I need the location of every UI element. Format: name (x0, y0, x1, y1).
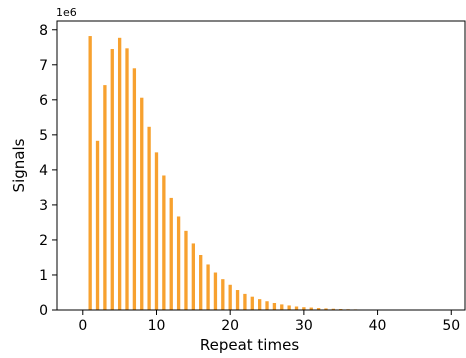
bar (147, 126, 151, 310)
bars-group (88, 36, 453, 311)
bar (302, 307, 306, 310)
bar (169, 197, 173, 310)
bar (103, 85, 107, 310)
bar (243, 293, 247, 310)
x-tick-label: 20 (221, 318, 239, 334)
bar (294, 306, 299, 310)
x-tick-label: 50 (442, 318, 460, 334)
y-tick-label: 3 (39, 198, 48, 214)
plot-frame (56, 20, 466, 311)
bar (280, 304, 284, 310)
y-tick-label: 2 (39, 233, 48, 249)
y-tick-label: 7 (39, 58, 48, 74)
bar (331, 308, 336, 310)
bar (221, 279, 225, 310)
bar (258, 299, 262, 310)
bar (213, 272, 218, 310)
y-tick-label: 6 (39, 93, 48, 109)
bar (309, 307, 313, 310)
bar (184, 230, 188, 310)
y-tick-label: 1 (39, 268, 48, 284)
bar (265, 301, 269, 310)
x-tick-label: 40 (369, 318, 387, 334)
bar (235, 290, 240, 310)
bar (154, 152, 159, 310)
y-ticks-group: 0 1 2 3 4 5 6 7 8 (39, 23, 57, 319)
bar (324, 308, 328, 310)
bar (199, 255, 203, 310)
y-tick-label: 0 (39, 303, 48, 319)
bar (125, 48, 129, 310)
bar (162, 175, 166, 310)
y-axis-label: Signals (10, 138, 28, 192)
x-tick-label: 30 (295, 318, 313, 334)
y-tick-label: 4 (39, 163, 48, 179)
bar (316, 308, 321, 310)
bar (132, 68, 137, 310)
x-tick-label: 10 (148, 318, 166, 334)
bar (228, 284, 232, 310)
bar (176, 216, 181, 310)
x-tick-label: 0 (78, 318, 87, 334)
y-tick-label: 8 (39, 23, 48, 39)
bar (272, 302, 277, 310)
bar (206, 264, 210, 310)
bar (110, 49, 114, 311)
x-ticks-group: 0 10 20 30 40 50 (78, 310, 460, 334)
y-scale-offset-label: 1e6 (56, 6, 77, 19)
bar (140, 97, 144, 310)
bar (95, 140, 100, 310)
bar (287, 305, 291, 310)
bar (117, 37, 122, 311)
bar (88, 36, 92, 311)
bar (250, 296, 254, 310)
bar (191, 243, 195, 310)
y-tick-label: 5 (39, 128, 48, 144)
x-axis-label: Repeat times (200, 336, 299, 354)
